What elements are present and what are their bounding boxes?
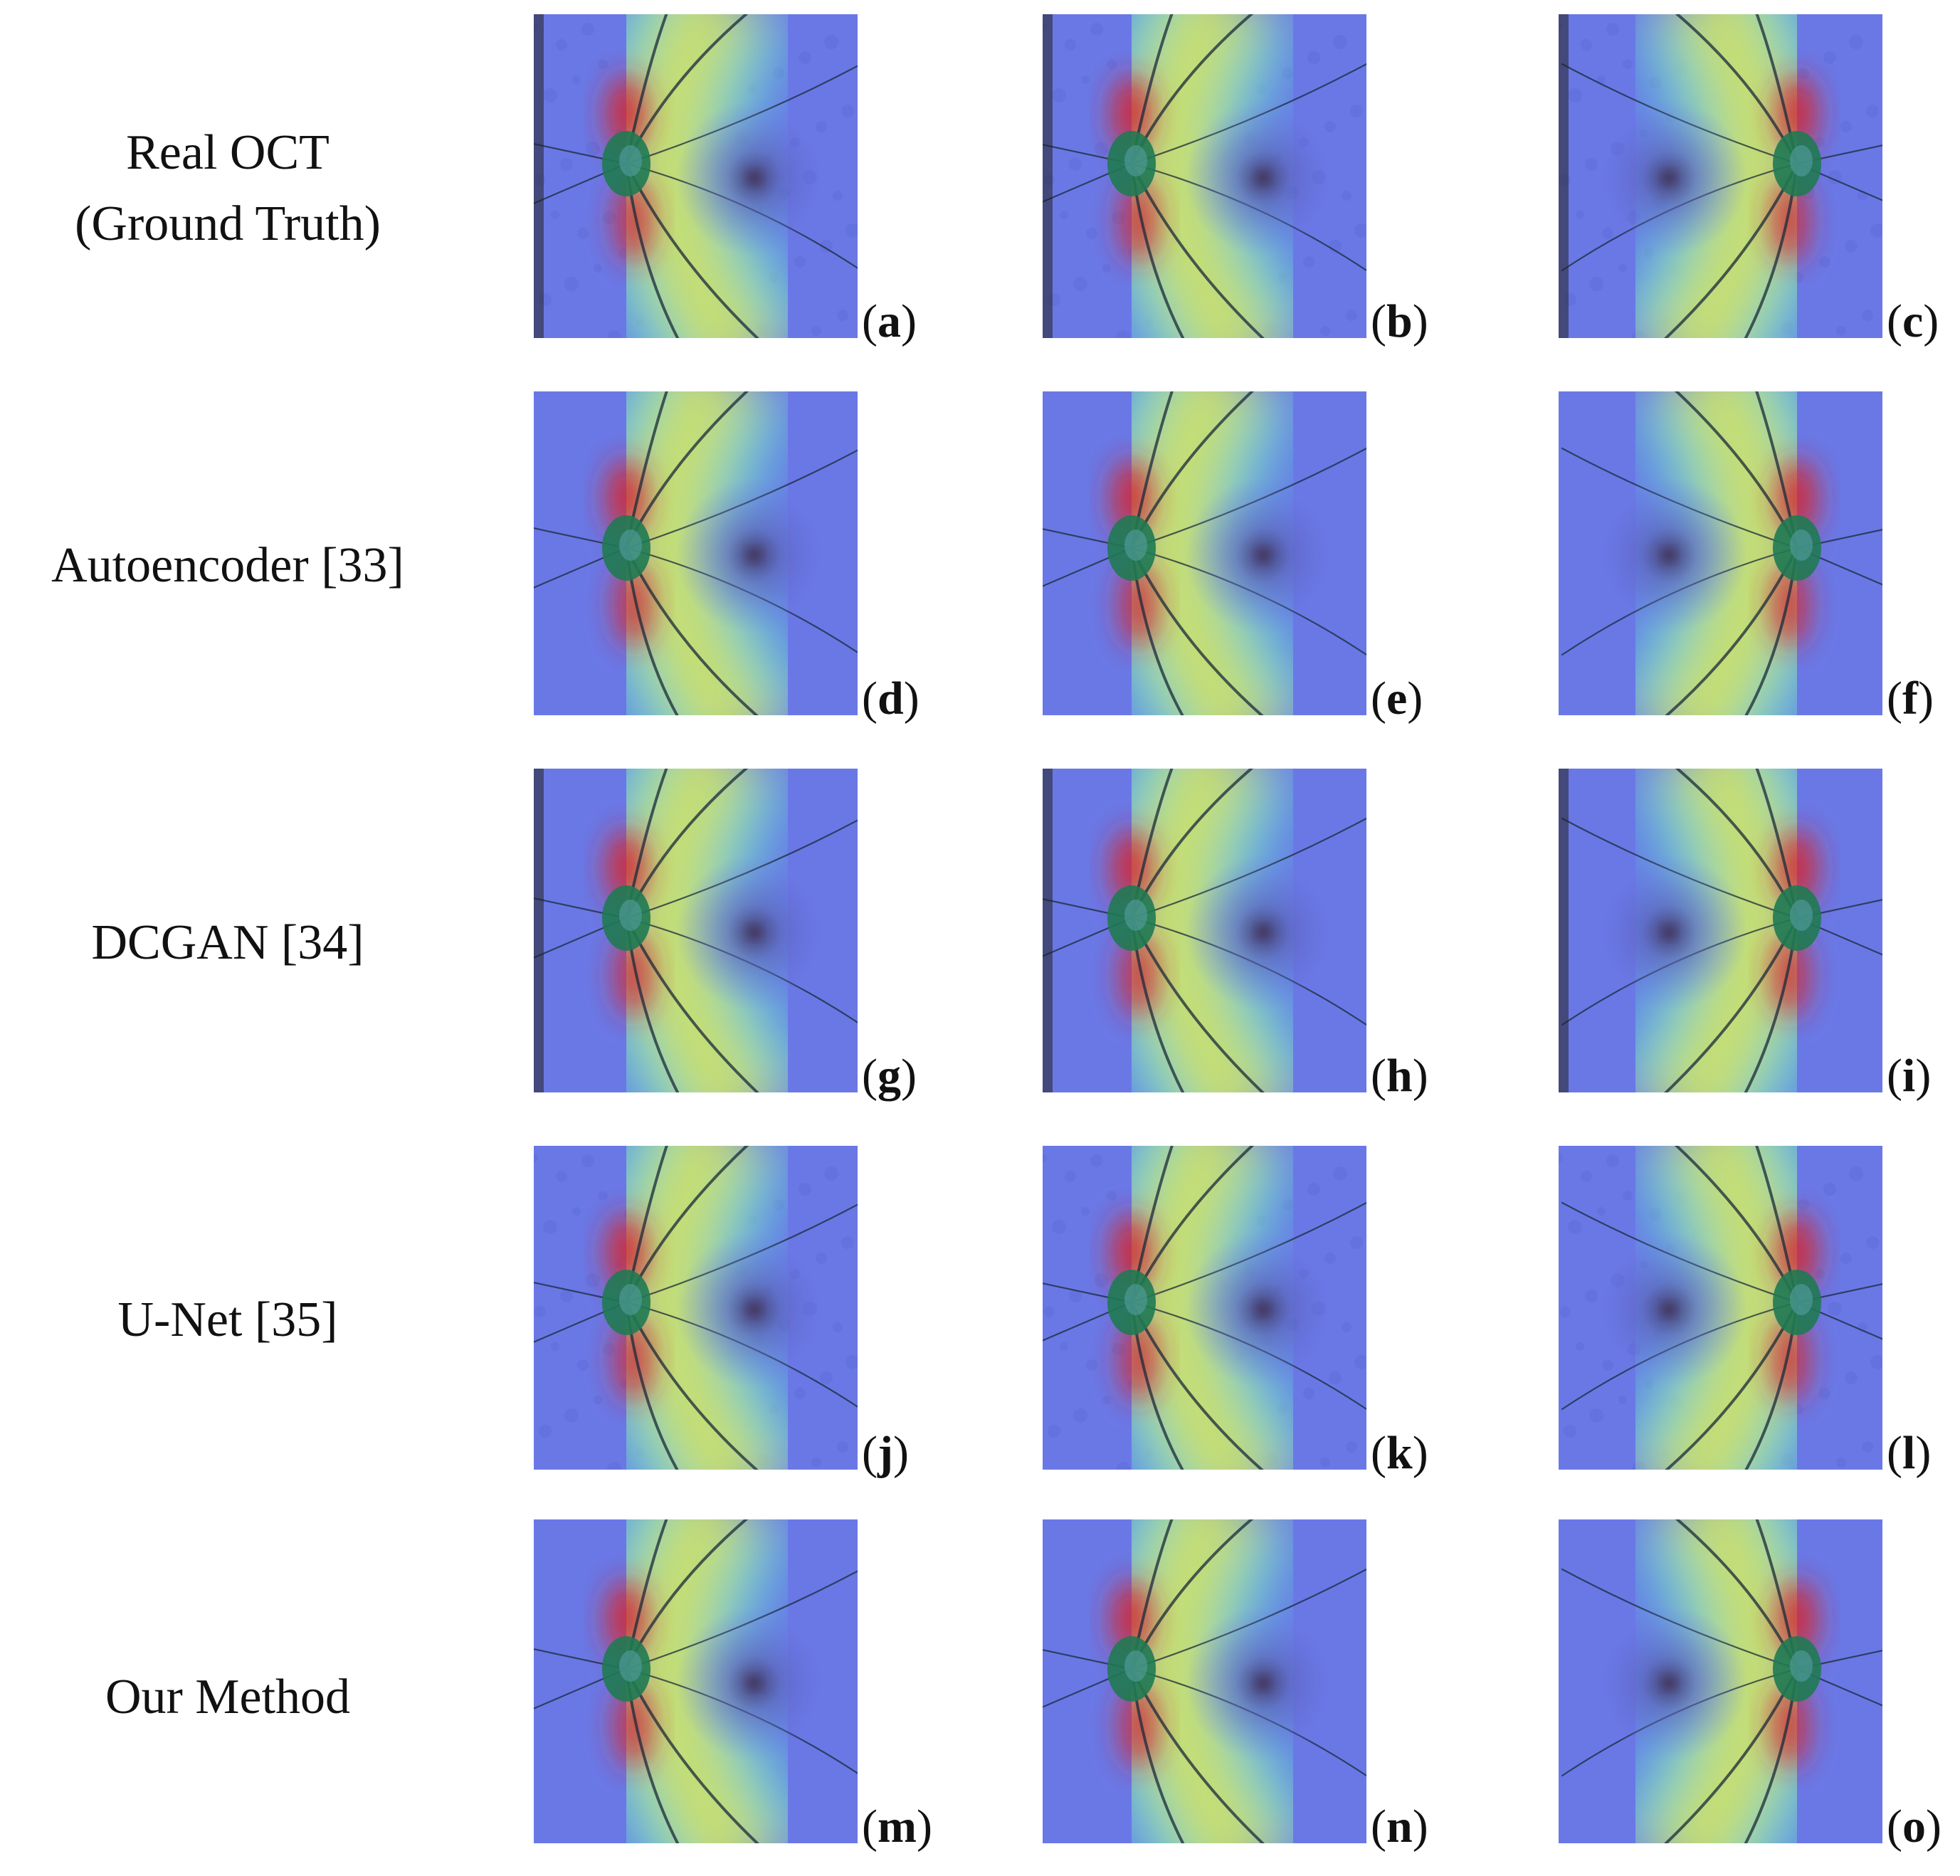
- row-label-line1: DCGAN [34]: [91, 915, 364, 970]
- fundus-heatmap-image: [1559, 391, 1882, 715]
- fundus-heatmap-image: [534, 14, 858, 338]
- fundus-heatmap-image: [1043, 14, 1366, 338]
- panel-label-k: (k): [1371, 1427, 1428, 1479]
- fundus-heatmap-image: [1043, 1146, 1366, 1470]
- fundus-heatmap-image: [1043, 391, 1366, 715]
- figure-panel-g: [534, 769, 858, 1092]
- fundus-heatmap-image: [534, 769, 858, 1092]
- panel-letter: c: [1902, 295, 1924, 347]
- panel-label-m: (m): [862, 1801, 932, 1853]
- fundus-heatmap-image: [1559, 1519, 1882, 1843]
- panel-letter: j: [877, 1427, 893, 1479]
- fundus-heatmap-image: [1043, 1519, 1366, 1843]
- fundus-heatmap-image: [534, 1146, 858, 1470]
- fundus-heatmap-image: [534, 391, 858, 715]
- fundus-heatmap-image: [1559, 1146, 1882, 1470]
- panel-letter: i: [1902, 1050, 1916, 1102]
- panel-label-d: (d): [862, 673, 920, 724]
- panel-letter: o: [1902, 1801, 1926, 1853]
- panel-label-g: (g): [862, 1050, 917, 1102]
- panel-letter: a: [877, 295, 901, 347]
- row-label-autoencoder: Autoencoder [33]: [0, 530, 455, 601]
- row-label-unet: U-Net [35]: [0, 1285, 455, 1356]
- figure-panel-i: [1559, 769, 1882, 1092]
- figure-panel-b: [1043, 14, 1366, 338]
- panel-letter: g: [877, 1050, 901, 1102]
- figure-panel-m: [534, 1519, 858, 1843]
- figure-panel-j: [534, 1146, 858, 1470]
- panel-label-h: (h): [1371, 1050, 1428, 1102]
- panel-letter: k: [1386, 1427, 1413, 1479]
- panel-label-a: (a): [862, 295, 917, 347]
- fundus-heatmap-image: [1043, 769, 1366, 1092]
- figure-panel-k: [1043, 1146, 1366, 1470]
- fundus-heatmap-image: [1559, 14, 1882, 338]
- panel-label-c: (c): [1887, 295, 1939, 347]
- panel-letter: d: [877, 673, 904, 724]
- panel-letter: e: [1386, 673, 1408, 724]
- fundus-heatmap-image: [534, 1519, 858, 1843]
- fundus-heatmap-image: [1559, 769, 1882, 1092]
- row-label-line1: Autoencoder [33]: [51, 538, 404, 593]
- panel-label-i: (i): [1887, 1050, 1932, 1102]
- panel-letter: n: [1386, 1801, 1413, 1853]
- figure-panel-d: [534, 391, 858, 715]
- panel-label-b: (b): [1371, 295, 1428, 347]
- row-label-dcgan: DCGAN [34]: [0, 907, 455, 979]
- figure-panel-h: [1043, 769, 1366, 1092]
- panel-label-e: (e): [1371, 673, 1423, 724]
- figure-panel-n: [1043, 1519, 1366, 1843]
- panel-letter: b: [1386, 295, 1413, 347]
- row-label-line1: U-Net [35]: [117, 1292, 338, 1347]
- row-label-line2: (Ground Truth): [75, 196, 381, 251]
- panel-label-f: (f): [1887, 673, 1934, 724]
- panel-letter: m: [877, 1801, 917, 1853]
- row-label-our-method: Our Method: [0, 1662, 455, 1733]
- figure-panel-o: [1559, 1519, 1882, 1843]
- panel-label-o: (o): [1887, 1801, 1941, 1853]
- row-label-line1: Our Method: [105, 1670, 351, 1724]
- figure-panel-c: [1559, 14, 1882, 338]
- panel-label-n: (n): [1371, 1801, 1428, 1853]
- figure-panel-f: [1559, 391, 1882, 715]
- figure-panel-e: [1043, 391, 1366, 715]
- panel-letter: f: [1902, 673, 1918, 724]
- figure-panel-l: [1559, 1146, 1882, 1470]
- panel-label-j: (j): [862, 1427, 909, 1479]
- figure-panel-a: [534, 14, 858, 338]
- panel-label-l: (l): [1887, 1427, 1932, 1479]
- panel-letter: h: [1386, 1050, 1413, 1102]
- row-label-line1: Real OCT: [126, 125, 330, 180]
- row-label-real-oct: Real OCT (Ground Truth): [0, 117, 455, 260]
- panel-letter: l: [1902, 1427, 1916, 1479]
